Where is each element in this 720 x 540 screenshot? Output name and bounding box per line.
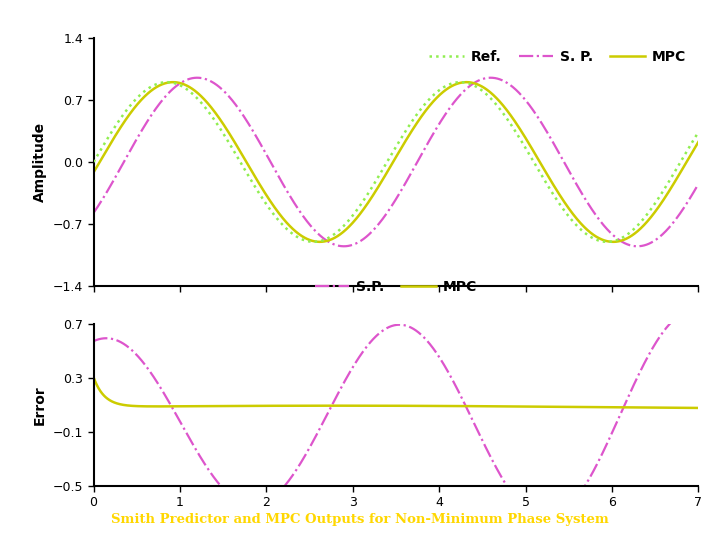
Y-axis label: Error: Error bbox=[33, 385, 47, 425]
MPC bbox=[609, 239, 618, 245]
S.P. bbox=[383, 325, 392, 331]
S. P. bbox=[633, 243, 642, 249]
Legend: Ref., S. P., MPC: Ref., S. P., MPC bbox=[424, 45, 691, 70]
MPC bbox=[677, 168, 685, 174]
S. P. bbox=[677, 208, 685, 215]
Ref. bbox=[603, 239, 611, 245]
Ref. bbox=[120, 110, 129, 116]
MPC bbox=[89, 169, 98, 176]
S.P. bbox=[542, 516, 551, 522]
S. P. bbox=[677, 208, 685, 215]
S.P. bbox=[677, 312, 685, 318]
Legend: S.P., MPC: S.P., MPC bbox=[309, 274, 483, 299]
S.P. bbox=[677, 311, 685, 318]
S.P. bbox=[367, 338, 376, 344]
Y-axis label: Amplitude: Amplitude bbox=[33, 122, 47, 202]
MPC bbox=[367, 194, 376, 201]
S. P. bbox=[383, 208, 392, 215]
MPC bbox=[694, 139, 703, 145]
MPC bbox=[677, 404, 685, 411]
Ref. bbox=[367, 185, 376, 191]
MPC bbox=[565, 404, 574, 410]
MPC bbox=[89, 374, 98, 381]
Line: MPC: MPC bbox=[94, 377, 698, 408]
MPC bbox=[120, 402, 129, 408]
S. P. bbox=[367, 228, 376, 235]
Ref. bbox=[677, 158, 685, 164]
MPC bbox=[677, 167, 685, 174]
MPC bbox=[120, 118, 129, 125]
MPC bbox=[383, 168, 392, 174]
S.P. bbox=[566, 503, 575, 509]
S. P. bbox=[120, 158, 129, 164]
Line: S. P.: S. P. bbox=[94, 78, 698, 246]
S. P. bbox=[566, 170, 575, 176]
S.P. bbox=[688, 308, 697, 314]
Line: MPC: MPC bbox=[94, 82, 698, 242]
MPC bbox=[383, 402, 392, 409]
MPC bbox=[566, 207, 575, 213]
Ref. bbox=[456, 79, 464, 85]
S.P. bbox=[120, 341, 129, 348]
S.P. bbox=[694, 309, 703, 315]
Ref. bbox=[89, 159, 98, 165]
Ref. bbox=[383, 158, 392, 164]
MPC bbox=[367, 402, 376, 409]
MPC bbox=[676, 404, 685, 411]
Ref. bbox=[566, 215, 575, 221]
Line: S.P.: S.P. bbox=[94, 311, 698, 519]
S. P. bbox=[89, 210, 98, 216]
MPC bbox=[694, 404, 703, 411]
S.P. bbox=[89, 338, 98, 345]
Line: Ref.: Ref. bbox=[94, 82, 698, 242]
S. P. bbox=[694, 181, 703, 187]
MPC bbox=[462, 79, 471, 85]
Text: Smith Predictor and MPC Outputs for Non-Minimum Phase System: Smith Predictor and MPC Outputs for Non-… bbox=[111, 513, 609, 526]
Ref. bbox=[694, 129, 703, 136]
Ref. bbox=[677, 157, 685, 164]
S. P. bbox=[486, 75, 495, 81]
